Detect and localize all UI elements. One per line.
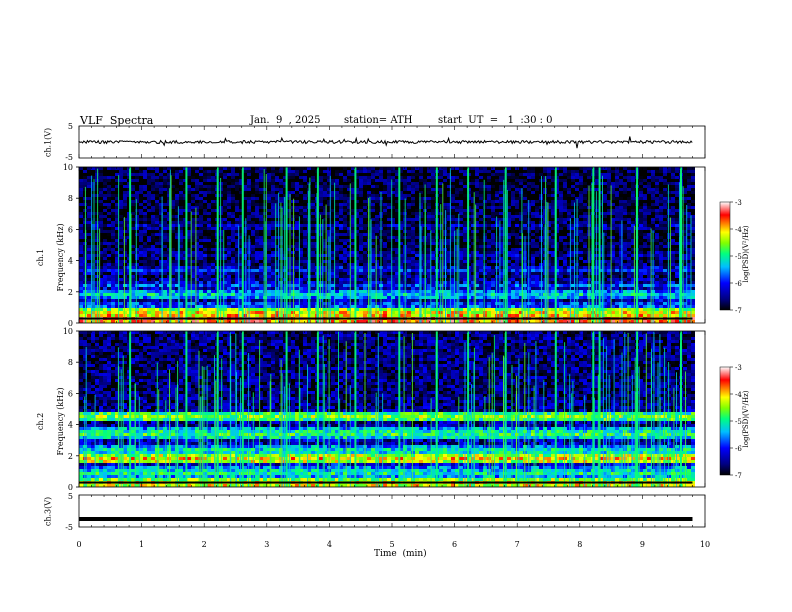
x-tick-label: 0 [76,540,81,549]
spec1-ytick-label: 8 [68,194,73,203]
spec1-ytick-label: 6 [68,225,73,234]
colorbar-tick-label: -4 [735,391,742,399]
x-tick-label: 2 [202,540,207,549]
ch2-spec-ylabel-freq: Frequency (kHz) [56,387,65,456]
ch3-voltage-ylabel: ch.3(V) [43,496,53,527]
ch2-spectrogram [79,331,695,487]
start-ut-label: start UT = 1 :30 : 0 [438,115,553,126]
x-tick-label: 5 [389,540,394,549]
colorbar-tick-label: -3 [735,364,742,372]
spec1-ytick-label: 10 [63,163,73,172]
colorbar-tick-label: -3 [735,199,742,207]
x-tick-label: 9 [640,540,645,549]
ch1-voltage-trace [78,136,693,149]
spec2-ytick-label: 4 [68,421,73,430]
ch3-voltage-frame [78,494,706,528]
colorbar-tick-label: -5 [735,418,742,426]
colorbar-tick-label: -5 [735,253,742,261]
spec2-ytick-label: 8 [68,358,73,367]
chart-title: VLF Spectra [80,114,154,127]
ch1-spec-ylabel-channel: ch.1 [36,248,45,267]
spec2-ytick-label: 2 [68,452,73,461]
colorbar-tick-label: -6 [735,445,742,453]
colorbar-ch2 [719,366,731,476]
colorbar-ticks: -3 -4 -5 -6 -7 -3 -4 -5 -6 -7 [730,199,742,480]
ch1-ytick-bottom: -5 [65,153,73,162]
colorbar-tick-label: -7 [735,307,742,315]
x-tick-label: 7 [515,540,520,549]
ch2-spec-ylabel-channel: ch.2 [36,412,45,431]
x-tick-label: 8 [577,540,582,549]
x-tick-label: 1 [139,540,144,549]
ch3-ytick-bottom: -5 [65,523,73,532]
date-label: Jan. 9 , 2025 [250,115,321,126]
ch1-spectrogram [79,167,695,323]
spec2-ytick-label: 10 [63,327,73,336]
colorbar-tick-label: -6 [735,280,742,288]
ch1-ytick-top: 5 [68,122,73,131]
ch1-voltage-ylabel: ch.1(V) [43,127,53,158]
ch3-ytick-top: 5 [68,492,73,501]
x-tick-label: 10 [700,540,710,549]
x-tick-label: 3 [264,540,269,549]
station-label: station= ATH [344,115,413,126]
spec2-ytick-label: 6 [68,389,73,398]
spec1-ytick-label: 2 [68,288,73,297]
colorbar-ch2-label: log(PSD)(V²/Hz) [742,390,750,448]
colorbar-tick-label: -4 [735,226,742,234]
spec1-ytick-label: 4 [68,257,73,266]
ch2-spectrogram-ylabel: ch.2 Frequency (kHz) [26,384,66,464]
ch1-spectrogram-ylabel: ch.1 Frequency (kHz) [26,220,66,300]
x-axis-label: Time (min) [374,549,427,559]
x-tick-label: 6 [452,540,457,549]
colorbar-tick-label: -7 [735,472,742,480]
spec2-ytick-label: 0 [68,483,73,492]
colorbar-ch1 [719,201,731,311]
colorbar-ch1-label: log(PSD)(V²/Hz) [742,225,750,283]
ch1-spec-ylabel-freq: Frequency (kHz) [56,223,65,292]
x-tick-label: 4 [327,540,332,549]
spec1-ytick-label: 0 [68,319,73,328]
